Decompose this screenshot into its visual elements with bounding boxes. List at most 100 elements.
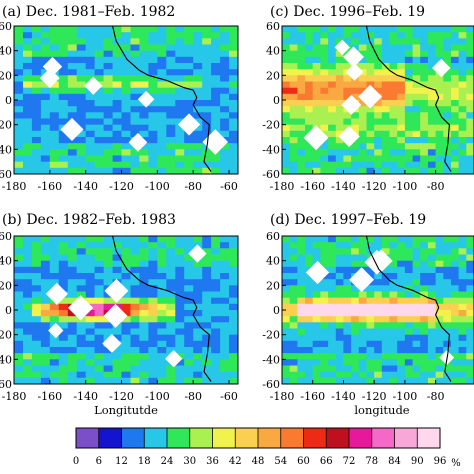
heatmap-cell xyxy=(58,359,69,367)
heatmap-cell xyxy=(58,353,69,360)
coastline xyxy=(365,26,452,172)
heatmap-cell xyxy=(312,75,321,83)
heatmap-cell xyxy=(320,291,329,299)
heatmap-cell xyxy=(335,56,345,64)
heatmap-field xyxy=(14,236,238,384)
heatmap-cell xyxy=(443,365,452,373)
heatmap-cell xyxy=(112,87,123,95)
heatmap-cell xyxy=(466,291,474,299)
heatmap-cell xyxy=(320,377,329,384)
heatmap-cell xyxy=(94,322,105,330)
heatmap-cell xyxy=(67,81,78,89)
heatmap-cell xyxy=(103,266,114,274)
heatmap-cell xyxy=(157,69,167,76)
heatmap-cell xyxy=(94,254,105,262)
heatmap-cell xyxy=(148,93,158,101)
heatmap-cell xyxy=(458,63,467,70)
heatmap-cell xyxy=(193,279,203,286)
heatmap-cell xyxy=(305,347,314,354)
heatmap-cell xyxy=(312,359,321,367)
heatmap-cell xyxy=(443,334,452,342)
heatmap-cell xyxy=(211,63,221,70)
heatmap-cell xyxy=(193,50,203,58)
heatmap-cell xyxy=(297,137,306,144)
heatmap-cell xyxy=(443,130,452,138)
heatmap-cell xyxy=(148,334,158,342)
heatmap-cell xyxy=(220,143,230,150)
heatmap-cell xyxy=(289,137,298,144)
heatmap-cell xyxy=(420,266,429,274)
heatmap-cell xyxy=(343,81,352,89)
heatmap-cell xyxy=(139,328,149,336)
heatmap-cell xyxy=(366,236,375,243)
heatmap-cell xyxy=(466,310,474,317)
heatmap-cell xyxy=(175,377,185,384)
heatmap-cell xyxy=(381,26,391,33)
heatmap-cell xyxy=(320,310,329,317)
heatmap-cell xyxy=(49,167,60,174)
heatmap-cell xyxy=(94,75,105,83)
colorbar-label: 0 xyxy=(73,456,79,467)
heatmap-cell xyxy=(31,248,42,256)
heatmap-cell xyxy=(420,50,429,58)
heatmap-cell xyxy=(328,81,337,89)
heatmap-cell xyxy=(282,137,291,144)
heatmap-cell xyxy=(175,285,185,293)
heatmap-cell xyxy=(14,63,24,70)
heatmap-cell xyxy=(289,285,298,293)
heatmap-cell xyxy=(282,359,291,367)
heatmap-cell xyxy=(58,365,69,373)
heatmap-cell xyxy=(49,242,60,249)
heatmap-cell xyxy=(76,93,87,101)
heatmap-cell xyxy=(67,279,78,286)
heatmap-cell xyxy=(40,167,51,174)
heatmap-cell xyxy=(94,236,105,243)
heatmap-cell xyxy=(282,334,291,342)
heatmap-cell xyxy=(320,347,329,354)
heatmap-cell xyxy=(220,93,230,101)
heatmap-cell xyxy=(166,32,176,39)
heatmap-cell xyxy=(85,167,96,174)
heatmap-cell xyxy=(23,285,33,293)
y-tick-label: 60 xyxy=(0,230,12,243)
heatmap-cell xyxy=(466,124,474,132)
heatmap-cell xyxy=(443,56,452,64)
heatmap-cell xyxy=(397,44,406,52)
heatmap-cell xyxy=(202,32,212,39)
heatmap-cell xyxy=(435,137,444,144)
heatmap-cell xyxy=(397,124,406,132)
heatmap-cell xyxy=(76,81,87,89)
heatmap-cell xyxy=(193,26,203,33)
heatmap-cell xyxy=(320,236,329,243)
heatmap-cell xyxy=(40,112,51,120)
heatmap-cell xyxy=(103,44,114,52)
heatmap-cell xyxy=(31,137,42,144)
heatmap-cell xyxy=(112,328,123,336)
heatmap-cell xyxy=(23,118,33,126)
heatmap-cell xyxy=(148,260,158,268)
heatmap-cell xyxy=(366,340,375,348)
heatmap-cell xyxy=(23,273,33,280)
heatmap-cell xyxy=(458,38,467,46)
heatmap-cell xyxy=(139,273,149,280)
heatmap-cell xyxy=(289,377,298,384)
heatmap-cell xyxy=(229,316,238,323)
heatmap-cell xyxy=(139,353,149,360)
heatmap-cell xyxy=(366,63,375,70)
heatmap-cell xyxy=(458,69,467,76)
heatmap-cell xyxy=(328,334,337,342)
heatmap-cell xyxy=(366,26,375,33)
heatmap-cell xyxy=(466,63,474,70)
heatmap-cell xyxy=(374,365,383,373)
heatmap-cell xyxy=(67,297,78,305)
heatmap-cell xyxy=(297,38,306,46)
heatmap-cell xyxy=(85,93,96,101)
x-tick-label: -140 xyxy=(331,390,356,403)
heatmap-cell xyxy=(335,334,345,342)
heatmap-cell xyxy=(451,353,460,360)
x-tick-label: -100 xyxy=(145,390,170,403)
heatmap-cell xyxy=(420,279,429,286)
heatmap-cell xyxy=(112,371,123,379)
heatmap-cell xyxy=(184,143,194,150)
heatmap-cell xyxy=(14,69,24,76)
